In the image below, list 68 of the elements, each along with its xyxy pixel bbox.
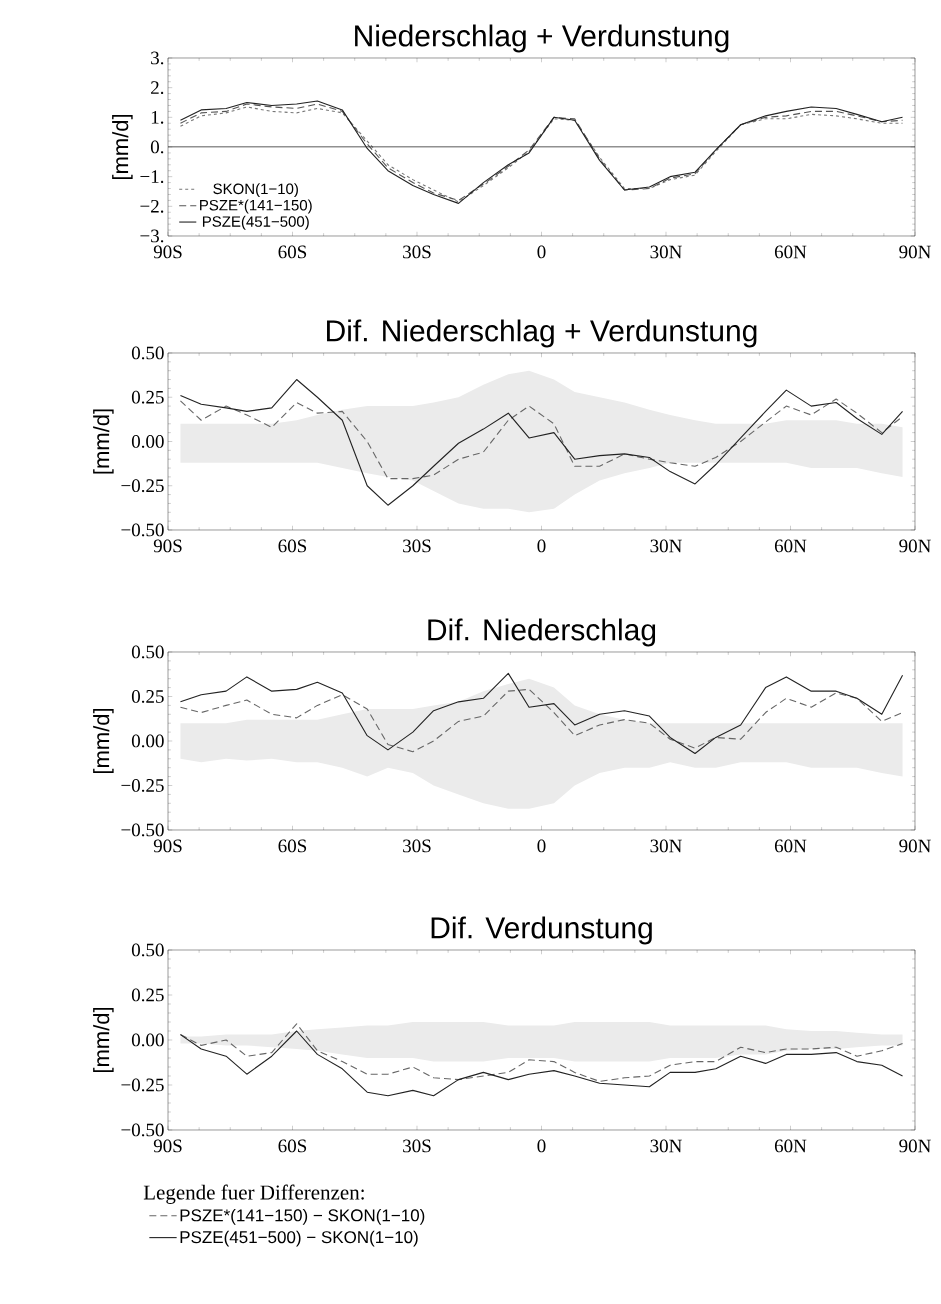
x-tick-label: 30N <box>650 839 682 853</box>
y-tick-label: −0.25 <box>121 1078 164 1092</box>
x-tick-label: 30S <box>403 839 431 853</box>
chart-title: Dif. Niederschlag <box>428 618 656 647</box>
x-tick-label: 0 <box>537 839 546 853</box>
line-series <box>179 1030 904 1097</box>
chart-title: Dif. Verdunstung <box>431 916 652 945</box>
chart-title: Dif. Niederschlag + Verdunstung <box>327 319 757 348</box>
chart-title: Niederschlag + Verdunstung <box>355 24 729 53</box>
x-tick-label: 90N <box>899 245 931 259</box>
x-tick-label: 90S <box>153 245 182 259</box>
legend-label: PSZE*(141−150) <box>200 199 312 214</box>
x-tick-label: 90N <box>899 839 931 853</box>
x-tick-label: 90S <box>153 1139 182 1153</box>
x-tick-label: 90N <box>899 539 931 553</box>
y-tick-label: 0.00 <box>131 435 164 448</box>
legend-label: SKON(1−10) <box>213 183 298 198</box>
y-tick-label: −0.50 <box>121 523 164 537</box>
x-tick-label: 30S <box>403 539 431 553</box>
x-tick-label: 60N <box>774 1139 807 1153</box>
y-tick-label: 0.25 <box>131 390 164 404</box>
x-tick-label: 60N <box>774 839 807 853</box>
x-tick-label: 30N <box>650 539 682 553</box>
y-tick-label: 0.50 <box>131 346 164 360</box>
y-axis-title: [mm/d] <box>93 1007 114 1073</box>
y-tick-label: 0. <box>150 140 164 154</box>
x-tick-label: 90N <box>899 1139 931 1153</box>
y-tick-label: 3. <box>151 51 164 65</box>
x-tick-label: 0 <box>537 245 546 259</box>
y-axis-title: [mm/d] <box>112 114 133 180</box>
y-tick-label: 0.00 <box>131 734 164 748</box>
x-tick-label: 60N <box>774 539 807 553</box>
x-tick-label: 60S <box>278 1139 307 1153</box>
legend-title: Legende fuer Differenzen: <box>143 1184 364 1204</box>
x-tick-label: 90S <box>153 539 182 553</box>
x-tick-label: 60N <box>774 245 807 259</box>
legend-label: PSZE*(141−150) − SKON(1−10) <box>180 1208 425 1225</box>
y-axis-title: [mm/d] <box>93 708 114 774</box>
x-tick-label: 30S <box>403 1139 431 1153</box>
y-tick-label: −0.50 <box>121 1123 164 1137</box>
x-tick-label: 30N <box>650 1139 682 1153</box>
x-tick-label: 60S <box>278 539 307 553</box>
y-tick-label: −0.25 <box>121 479 164 493</box>
line-series <box>179 672 904 755</box>
x-tick-label: 30S <box>403 245 431 259</box>
x-tick-label: 90S <box>153 839 182 853</box>
y-tick-label: −0.25 <box>121 779 164 792</box>
y-tick-label: 1. <box>151 110 164 124</box>
x-tick-label: 0 <box>537 1139 546 1153</box>
x-tick-label: 60S <box>278 245 307 259</box>
y-tick-label: −1. <box>140 170 164 184</box>
line-series <box>179 1023 904 1082</box>
x-tick-label: 60S <box>278 839 307 853</box>
y-tick-label: 2. <box>151 81 164 95</box>
legend-label: PSZE(451−500) − SKON(1−10) <box>180 1230 418 1247</box>
y-tick-label: −3. <box>140 229 164 243</box>
y-tick-label: −2. <box>140 199 164 213</box>
y-tick-label: 0.50 <box>131 943 164 957</box>
y-axis-title: [mm/d] <box>93 409 114 474</box>
y-tick-label: 0.25 <box>131 690 164 703</box>
y-tick-label: 0.25 <box>131 988 164 1002</box>
legend-label: PSZE(451−500) <box>202 215 309 230</box>
x-tick-label: 30N <box>650 245 682 259</box>
x-tick-label: 0 <box>537 539 546 553</box>
y-tick-label: 0.50 <box>131 645 164 659</box>
y-tick-label: −0.50 <box>121 823 164 837</box>
line-series <box>179 688 904 753</box>
y-tick-label: 0.00 <box>131 1033 164 1047</box>
